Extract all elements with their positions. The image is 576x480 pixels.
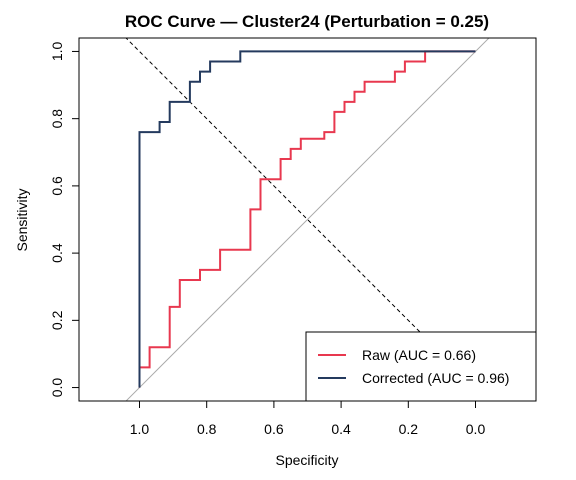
y-tick-label: 0.0	[49, 378, 65, 398]
x-tick-label: 0.8	[197, 421, 217, 437]
y-axis: 0.0 0.2 0.4 0.6 0.8 1.0	[49, 42, 79, 398]
y-tick-label: 0.4	[49, 243, 65, 263]
x-tick-label: 0.6	[264, 421, 284, 437]
chart-title: ROC Curve — Cluster24 (Perturbation = 0.…	[125, 12, 489, 31]
legend: Raw (AUC = 0.66) Corrected (AUC = 0.96)	[305, 331, 537, 402]
y-tick-label: 0.2	[49, 310, 65, 330]
x-tick-label: 1.0	[130, 421, 150, 437]
series-line-0	[138, 50, 476, 388]
series-lines	[138, 50, 476, 388]
legend-entry-raw: Raw (AUC = 0.66)	[362, 347, 476, 363]
x-tick-label: 0.4	[331, 421, 351, 437]
legend-box	[305, 331, 537, 402]
legend-entry-corrected: Corrected (AUC = 0.96)	[362, 370, 509, 386]
x-axis-label: Specificity	[275, 452, 338, 468]
series-line-1	[138, 50, 476, 388]
y-tick-label: 0.8	[49, 109, 65, 129]
x-axis: 1.0 0.8 0.6 0.4 0.2 0.0	[130, 401, 486, 437]
x-tick-label: 0.2	[399, 421, 419, 437]
y-axis-label: Sensitivity	[14, 188, 30, 251]
x-tick-label: 0.0	[466, 421, 486, 437]
y-tick-label: 0.6	[49, 176, 65, 196]
y-tick-label: 1.0	[49, 42, 65, 62]
